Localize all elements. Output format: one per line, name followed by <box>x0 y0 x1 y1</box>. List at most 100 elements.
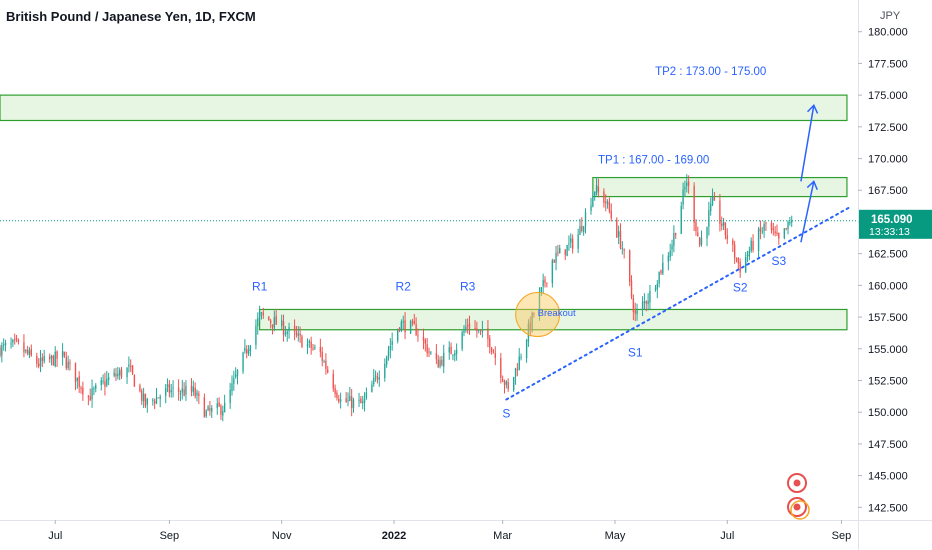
candle-body <box>695 221 697 232</box>
candle-body <box>443 352 445 367</box>
candle-body <box>50 355 53 359</box>
candle-body <box>255 325 257 345</box>
candle-body <box>74 362 77 383</box>
candle-body <box>52 356 55 366</box>
candle-body <box>636 309 638 315</box>
candle-body <box>25 349 27 352</box>
candle-body <box>281 320 283 326</box>
candle-body <box>487 328 489 340</box>
y-tick-label: 145.000 <box>868 471 908 483</box>
label-tp1: TP1 : 167.00 - 169.00 <box>598 155 709 167</box>
candle-body <box>571 238 574 249</box>
candle-body <box>102 380 104 382</box>
candle-body <box>400 321 403 331</box>
candle-body <box>332 373 334 389</box>
candle-body <box>231 383 233 392</box>
y-tick-label: 167.500 <box>868 185 908 197</box>
candle-body <box>629 250 631 282</box>
candle-body <box>100 380 102 386</box>
candle-body <box>662 262 664 274</box>
candle-body <box>577 234 579 249</box>
candle-body <box>205 410 207 417</box>
candle-body <box>605 201 607 203</box>
time-axis[interactable]: Jul Sep Nov 2022 Mar May Jul Sep <box>48 520 851 542</box>
candle-body <box>590 205 592 211</box>
price-axis[interactable]: JPY 142.500 145.000 147.500 150.000 152.500 15… <box>858 10 932 514</box>
candle-body <box>505 381 508 385</box>
candle-body <box>153 401 156 404</box>
candle-body <box>516 369 519 371</box>
candle-body <box>345 398 347 402</box>
y-tick-label: 147.500 <box>868 439 908 451</box>
candle-body <box>538 293 541 314</box>
candle-body <box>107 377 110 381</box>
annotations: TP2 : 173.00 - 175.00 TP1 : 167.00 - 169.… <box>252 66 787 420</box>
x-tick-label: 2022 <box>382 530 406 542</box>
label-tp2: TP2 : 173.00 - 175.00 <box>655 66 766 78</box>
candle-body <box>732 240 734 245</box>
candle-body <box>778 233 780 239</box>
candle-body <box>682 189 684 205</box>
y-tick-label: 155.000 <box>868 344 908 356</box>
candle-body <box>247 349 250 354</box>
x-tick-label: Sep <box>832 530 852 542</box>
candle-body <box>93 388 95 390</box>
candle-body <box>142 393 145 402</box>
candle-body <box>501 379 504 382</box>
candle-body <box>358 400 360 402</box>
candle-body <box>82 387 84 395</box>
candle-body <box>441 359 443 366</box>
candle-body <box>507 382 509 390</box>
candle-body <box>220 405 222 415</box>
candle-body <box>284 333 287 335</box>
candle-body <box>641 301 644 310</box>
candle-body <box>402 321 404 323</box>
candle-body <box>4 343 7 346</box>
candle-body <box>413 320 415 325</box>
event-icons[interactable] <box>787 473 810 520</box>
candle-body <box>117 373 119 377</box>
candle-body <box>95 385 97 389</box>
arrow-head-2 <box>807 103 819 114</box>
candle-body <box>479 329 482 331</box>
candle-body <box>194 387 196 397</box>
candle-body <box>336 392 338 398</box>
candle-body <box>735 258 738 260</box>
candle-body <box>207 406 209 411</box>
candle-body <box>120 369 123 377</box>
candle-body <box>476 328 478 332</box>
candle-body <box>87 396 90 398</box>
candle-body <box>466 325 469 327</box>
candle-body <box>113 372 115 376</box>
y-tick-label: 157.500 <box>868 312 908 324</box>
candle-body <box>323 361 325 363</box>
candle-body <box>415 324 417 336</box>
candle-body <box>783 228 786 239</box>
zones <box>0 94 848 331</box>
candle-body <box>649 290 651 303</box>
candle-body <box>80 387 82 389</box>
candle-body <box>785 228 787 230</box>
candle-body <box>387 350 390 356</box>
candle-body <box>91 388 93 400</box>
candle-body <box>63 351 66 356</box>
candle-body <box>675 233 677 235</box>
candle-body <box>525 340 528 359</box>
candle-body <box>489 338 491 348</box>
candle-body <box>216 403 218 408</box>
candle-body <box>319 347 322 353</box>
candle-body <box>711 196 714 205</box>
candle-body <box>603 191 605 203</box>
candle-body <box>389 346 392 350</box>
candle-body <box>185 385 187 395</box>
candle-body <box>687 181 690 186</box>
candle-body <box>349 395 351 401</box>
candle-body <box>474 328 476 330</box>
candle-body <box>461 332 463 349</box>
candle-body <box>623 249 625 251</box>
candle-body <box>12 339 14 343</box>
candle-body <box>437 359 439 368</box>
candle-body <box>192 386 195 393</box>
